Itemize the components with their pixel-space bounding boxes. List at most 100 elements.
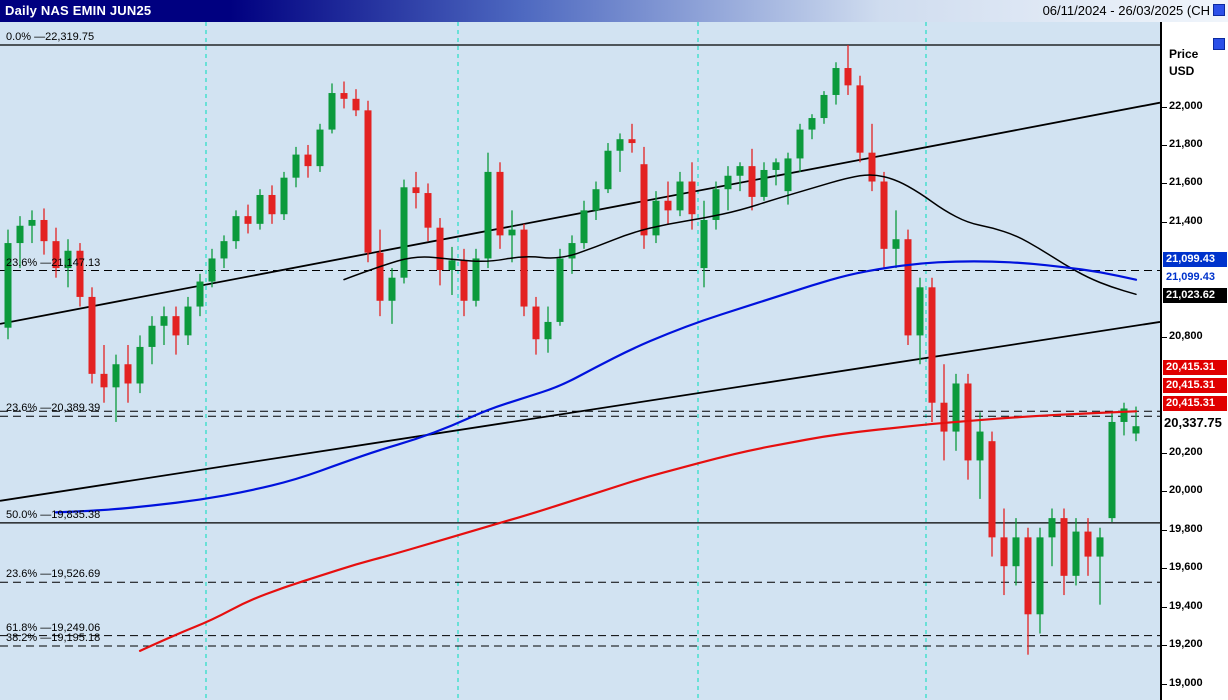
candle-body [640,164,648,236]
date-range-label: 06/11/2024 - 26/03/2025 (CH [1042,3,1210,18]
axis-icon-button[interactable] [1213,38,1225,50]
candle-body [856,85,864,153]
candle-body [952,383,960,432]
candle-body [808,118,816,130]
candle-body [40,219,48,242]
chart-title: Daily NAS EMIN JUN25 [5,3,152,18]
candle-body [1120,408,1128,422]
candle-body [28,219,36,226]
candle-body [532,306,540,340]
candle-body [868,152,876,182]
candle-body [472,258,480,301]
candle-body [976,431,984,461]
axis-price-label: 19,200 [1169,638,1203,651]
candle-body [700,219,708,269]
candle-body [448,260,456,270]
candle-body [820,94,828,119]
candle-body [256,194,264,224]
candle-body [1012,537,1020,567]
candlestick-chart[interactable] [0,22,1160,700]
candle-body [580,210,588,244]
candle-body [904,239,912,336]
candle-body [412,187,420,194]
candle-body [352,98,360,111]
candle-body [148,325,156,347]
candle-body [628,139,636,144]
axis-tick [1162,568,1167,570]
candle-body [484,171,492,259]
candle-body [688,181,696,215]
fib-level-label: 0.0% —22,319.75 [6,31,95,43]
candle-body [748,166,756,197]
candle-body [316,129,324,167]
price-badge-red: 20,415.31 [1163,378,1227,393]
fib-level-label: 23.6% —19,526.69 [6,568,101,581]
candle-body [460,260,468,301]
candle-body [1132,426,1140,434]
price-badge-blue-text: 21,099.43 [1166,271,1215,283]
candle-body [1108,421,1116,519]
candle-body [328,93,336,130]
axis-tick [1162,452,1167,454]
candle-body [88,296,96,374]
candle-body [736,166,744,176]
axis-price-label: 21,800 [1169,137,1203,150]
candle-body [1036,537,1044,615]
price-badge-last: 20,337.75 [1164,415,1222,430]
candle-body [892,239,900,249]
candle-body [760,169,768,197]
candle-body [496,171,504,236]
candle-body [208,258,216,282]
fib-level-label: 38.2% —19,195.18 [6,632,101,644]
candle-body [880,181,888,249]
ma-black-line [343,174,1137,296]
candle-body [844,68,852,86]
candle-body [124,364,132,384]
candle-body [340,93,348,99]
fib-level-label: 23.6% —21,147.13 [6,256,101,269]
axis-price-label: 19,600 [1169,561,1203,574]
candle-body [100,373,108,388]
candle-body [160,316,168,326]
axis-title-price: Price [1169,47,1199,61]
candle-body [436,227,444,270]
candle-body [304,154,312,167]
price-badge-black: 21,023.62 [1163,288,1227,303]
candle-body [1024,537,1032,615]
candle-body [592,189,600,211]
candle-body [292,154,300,178]
axis-price-label: 21,600 [1169,176,1203,189]
candle-body [76,250,84,297]
candle-body [664,200,672,211]
candle-body [940,402,948,432]
price-badge-red: 20,415.31 [1163,360,1227,375]
candle-body [652,200,660,236]
axis-price-label: 21,400 [1169,214,1203,227]
axis-tick [1162,144,1167,146]
fib-level-label: 61.8% —19,249.06 [6,621,101,634]
candle-body [388,277,396,301]
candle-body [520,229,528,307]
candle-body [772,162,780,170]
axis-price-label: 19,000 [1169,676,1203,689]
candle-body [376,252,384,301]
axis-tick [1162,183,1167,185]
trendline [0,321,1160,502]
window-icon-button[interactable] [1213,4,1225,16]
candle-body [400,187,408,278]
candle-body [220,241,228,259]
candle-body [1048,518,1056,538]
candle-body [1000,537,1008,567]
candle-body [1084,531,1092,557]
chart-area[interactable]: 0.0% —22,319.75 23.6% —21,147.13 23.6% —20… [0,22,1160,700]
axis-tick [1162,221,1167,223]
candle-body [784,158,792,192]
ma-blue-line [54,260,1138,514]
axis-tick [1162,106,1167,108]
candle-body [676,181,684,211]
axis-price-label: 20,000 [1169,484,1203,497]
candle-body [712,189,720,220]
axis-tick [1162,645,1167,647]
candle-body [616,139,624,151]
